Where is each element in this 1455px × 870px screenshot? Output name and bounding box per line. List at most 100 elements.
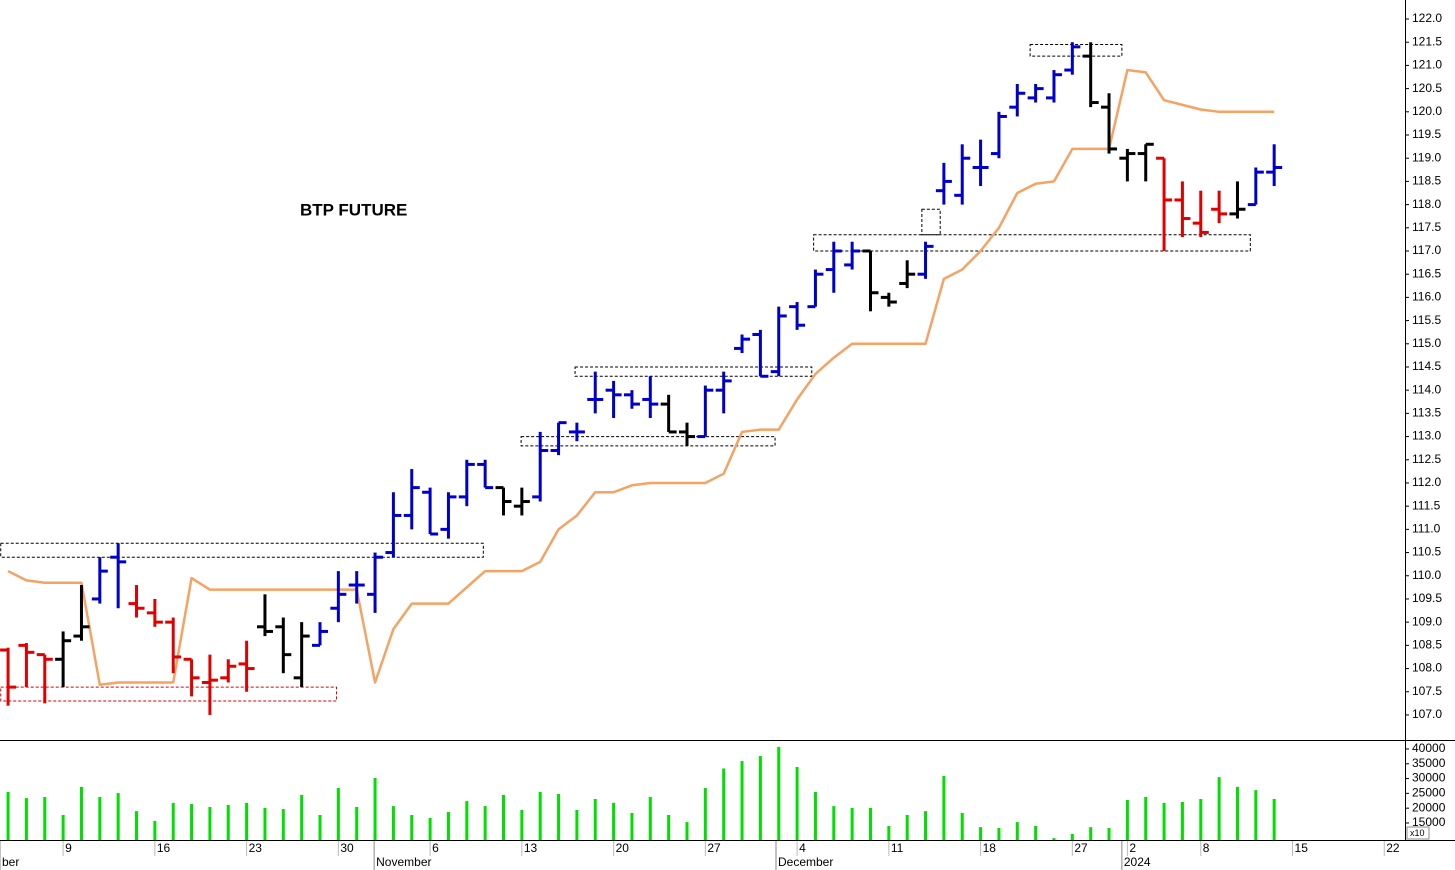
price-zone [0,542,484,558]
y-tick-label: 20000 [1412,800,1446,814]
volume-bar [832,806,836,840]
volume-bar [685,822,689,840]
volume-bar [1272,798,1276,840]
volume-bar [979,827,983,840]
y-tick-label: 40000 [1412,741,1446,755]
volume-bar [428,817,432,840]
volume-bar [483,806,487,840]
volume-bar [997,828,1001,840]
volume-bar [502,794,506,840]
volume-bar [1199,798,1203,840]
y-tick-label: 35000 [1412,756,1446,770]
volume-bar [813,791,817,840]
y-tick-label: 108.5 [1412,638,1442,652]
y-tick-label: 116.5 [1412,266,1441,280]
volume-bar [171,802,175,840]
volume-bar [391,806,395,840]
volume-bar [722,768,726,840]
y-tick-label: 120.0 [1412,104,1442,118]
volume-bar [1235,786,1239,840]
y-tick-label: 109.0 [1412,614,1442,628]
x-tick-label: 27 [1074,841,1088,855]
volume-bar [795,767,799,840]
price-zone [574,366,813,377]
volume-bar [43,796,47,840]
volume-multiplier: x10 [1410,828,1425,838]
y-tick-label: 15000 [1412,815,1446,829]
volume-bar [465,801,469,840]
volume-bar [520,809,524,840]
volume-bar [1217,777,1221,840]
y-tick-label: 112.5 [1412,452,1441,466]
x-tick-label: 22 [1386,841,1400,855]
price-zone [0,686,338,702]
volume-bar [887,825,891,840]
y-tick-label: 112.0 [1412,475,1441,489]
volume-bar [557,793,561,840]
volume-bar [960,812,964,840]
x-tick-label: 13 [524,841,538,855]
y-tick-label: 109.5 [1412,591,1442,605]
y-tick-label: 113.0 [1412,429,1441,443]
volume-panel [6,746,1276,840]
y-tick-label: 110.0 [1412,568,1441,582]
volume-bar [777,746,781,840]
volume-bar [667,814,671,840]
volume-bar [410,814,414,840]
volume-bar [1107,828,1111,840]
volume-bar [336,788,340,840]
x-tick-label: 8 [1203,841,1210,855]
stop-line [7,68,1275,687]
volume-bar [98,796,102,840]
x-tick-label: 15 [1295,841,1309,855]
volume-bar [905,814,909,840]
y-tick-label: 30000 [1412,771,1446,785]
month-label: ber [2,855,19,869]
volume-bar [318,814,322,840]
x-tick-label: 23 [249,841,263,855]
price-zone [921,208,941,236]
volume-bar [1070,833,1074,840]
price-zone [1029,44,1123,57]
volume-bar [575,809,579,840]
y-tick-label: 122.0 [1412,11,1442,25]
y-tick-label: 107.5 [1412,684,1442,698]
volume-bar [116,793,120,840]
volume-bar [612,802,616,840]
volume-bar [300,794,304,840]
volume-bar [538,791,542,840]
price-zone [520,436,776,447]
volume-bar [446,812,450,840]
volume-bar [24,798,28,840]
volume-bar [630,812,634,840]
volume-bar [6,791,10,840]
volume-bar [153,820,157,840]
x-tick-label: 27 [707,841,721,855]
y-tick-label: 119.5 [1412,127,1441,141]
y-tick-label: 114.0 [1412,382,1441,396]
volume-bar [1015,822,1019,840]
y-tick-label: 111.5 [1412,498,1441,512]
month-label: 2024 [1124,855,1151,869]
volume-bar [758,756,762,840]
y-tick-label: 120.5 [1412,81,1442,95]
volume-bar [1052,838,1056,840]
x-tick-label: 16 [157,841,171,855]
volume-bar [648,796,652,840]
y-tick-label: 25000 [1412,786,1446,800]
y-tick-label: 111.0 [1412,522,1441,536]
volume-bar [61,814,65,840]
volume-bar [593,798,597,840]
x-tick-label: 30 [340,841,354,855]
x-tick-label: 9 [65,841,72,855]
volume-bar [190,804,194,840]
y-tick-label: 118.5 [1412,174,1441,188]
y-tick-label: 117.0 [1412,243,1441,257]
volume-bar [1125,799,1129,840]
y-tick-label: 116.0 [1412,290,1441,304]
volume-bar [924,811,928,840]
volume-bar [850,807,854,840]
volume-bar [942,775,946,840]
